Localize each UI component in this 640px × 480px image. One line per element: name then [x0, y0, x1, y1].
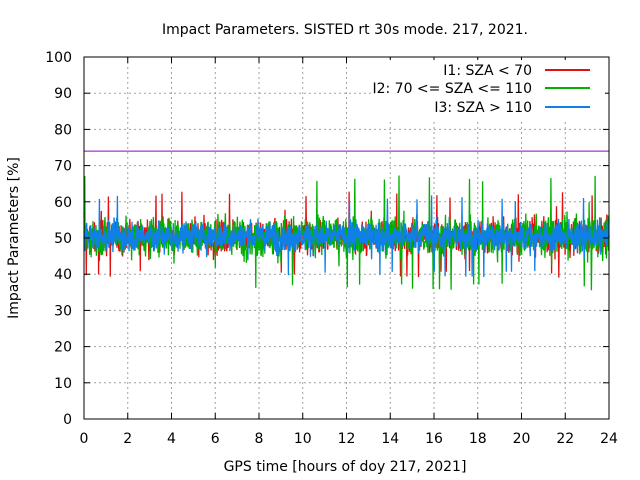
series-line — [83, 195, 610, 278]
x-tick-label: 10 — [294, 431, 312, 447]
legend: I1: SZA < 70 I2: 70 <= SZA <= 110 I3: SZ… — [372, 60, 605, 120]
x-tick-label: 4 — [167, 431, 176, 447]
x-tick-label: 20 — [513, 431, 531, 447]
y-tick-label: 50 — [54, 231, 72, 247]
y-tick-label: 80 — [54, 122, 72, 138]
x-tick-label: 14 — [381, 431, 399, 447]
y-tick-label: 60 — [54, 195, 72, 211]
y-tick-label: 90 — [54, 86, 72, 102]
y-tick-label: 70 — [54, 159, 72, 175]
legend-label: I3: SZA > 110 — [434, 100, 532, 116]
x-tick-label: 12 — [338, 431, 356, 447]
y-tick-label: 10 — [54, 376, 72, 392]
x-tick-label: 6 — [211, 431, 220, 447]
legend-label: I2: 70 <= SZA <= 110 — [372, 81, 532, 97]
y-tick-label: 20 — [54, 340, 72, 356]
y-tick-label: 100 — [45, 50, 72, 66]
y-axis-label: Impact Parameters [%] — [6, 157, 22, 319]
x-tick-label: 22 — [556, 431, 574, 447]
x-tick-label: 16 — [425, 431, 443, 447]
series-layer — [83, 175, 610, 291]
y-tick-label: 0 — [63, 412, 72, 428]
x-tick-label: 8 — [255, 431, 264, 447]
chart-title: Impact Parameters. SISTED rt 30s mode. 2… — [162, 22, 528, 38]
x-tick-label: 0 — [80, 431, 89, 447]
x-tick-label: 2 — [123, 431, 132, 447]
x-tick-label: 18 — [469, 431, 487, 447]
x-axis-label: GPS time [hours of doy 217, 2021] — [224, 459, 467, 475]
x-tick-label: 24 — [600, 431, 618, 447]
legend-label: I1: SZA < 70 — [443, 63, 532, 79]
y-tick-label: 40 — [54, 267, 72, 283]
y-tick-label: 30 — [54, 303, 72, 319]
